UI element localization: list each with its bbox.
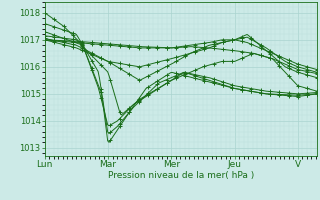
X-axis label: Pression niveau de la mer( hPa ): Pression niveau de la mer( hPa ) xyxy=(108,171,254,180)
